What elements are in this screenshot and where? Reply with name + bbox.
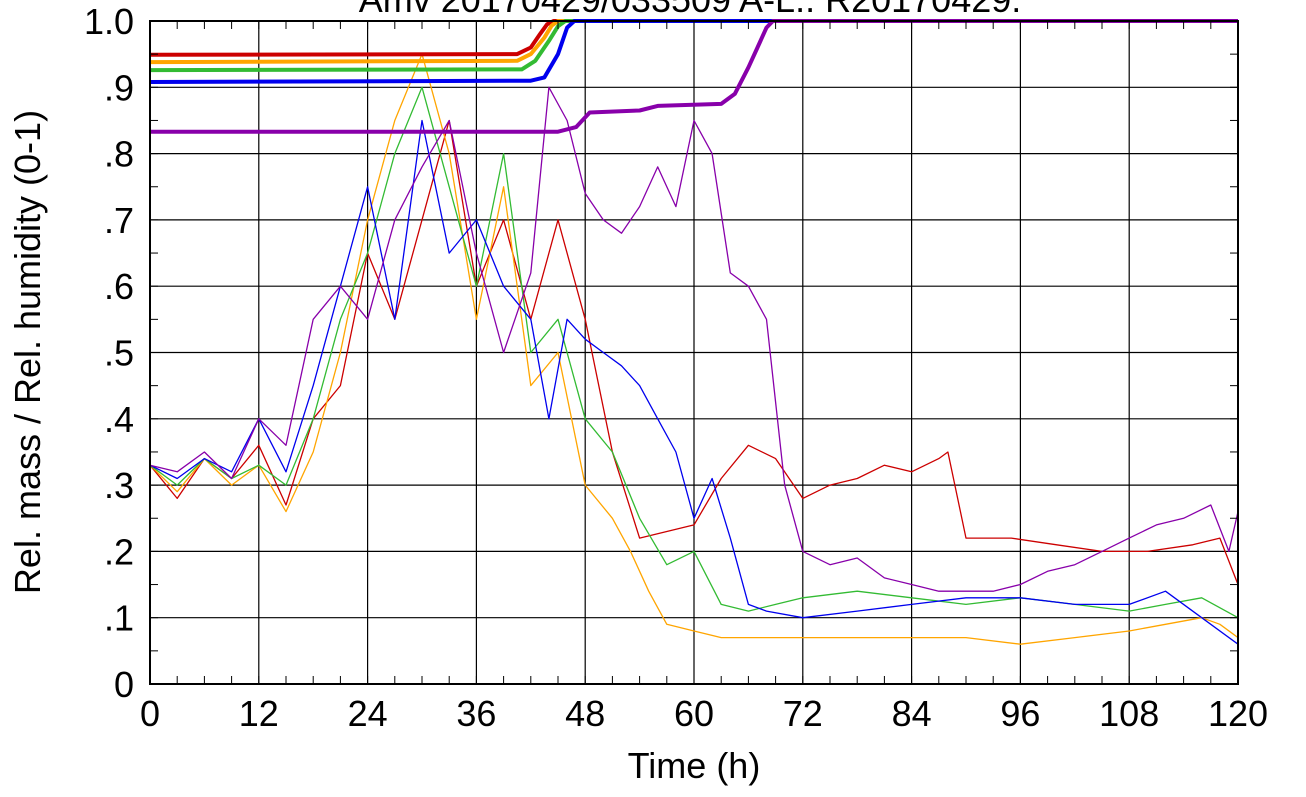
y-tick-label: .6 (104, 266, 134, 307)
y-tick-label: 0 (114, 664, 134, 705)
y-tick-label: 1.0 (84, 1, 134, 42)
humidity-series-group (149, 53, 1239, 645)
humidity-series-line (149, 86, 1239, 592)
y-tick-label: .8 (104, 134, 134, 175)
x-tick-label: 84 (892, 693, 932, 734)
x-axis-label: Time (h) (628, 745, 761, 786)
y-tick-label: .1 (104, 598, 134, 639)
humidity-series-line (149, 86, 1239, 619)
humidity-series-line (149, 119, 1239, 645)
x-tick-label: 12 (239, 693, 279, 734)
x-tick-label: 0 (140, 693, 160, 734)
x-tick-label: 60 (674, 693, 714, 734)
y-axis-label: Rel. mass / Rel. humidity (0-1) (7, 110, 48, 594)
x-tick-label: 48 (565, 693, 605, 734)
x-tick-label: 24 (348, 693, 388, 734)
humidity-series-line (149, 119, 1239, 585)
x-tick-label: 72 (783, 693, 823, 734)
chart-title: Amv 20170429/033509 A-L.. R20170429. (359, 0, 1022, 20)
x-tick-label: 96 (1000, 693, 1040, 734)
x-tick-labels: 0 12 24 36 48 60 72 84 96 108 120 (140, 693, 1268, 734)
grid-lines (150, 21, 1238, 684)
y-tick-label: .4 (104, 399, 134, 440)
x-tick-label: 120 (1208, 693, 1268, 734)
humidity-series-line (149, 53, 1239, 645)
x-tick-label: 36 (456, 693, 496, 734)
y-tick-label: .3 (104, 465, 134, 506)
mass-series-line (150, 19, 1238, 134)
y-tick-labels: 0 .1 .2 .3 .4 .5 .6 .7 .8 .9 1.0 (84, 1, 134, 705)
tick-marks (149, 20, 1239, 685)
y-tick-label: .7 (104, 200, 134, 241)
y-tick-label: .5 (104, 333, 134, 374)
y-tick-label: .2 (104, 531, 134, 572)
y-tick-label: .9 (104, 67, 134, 108)
x-tick-label: 108 (1099, 693, 1159, 734)
